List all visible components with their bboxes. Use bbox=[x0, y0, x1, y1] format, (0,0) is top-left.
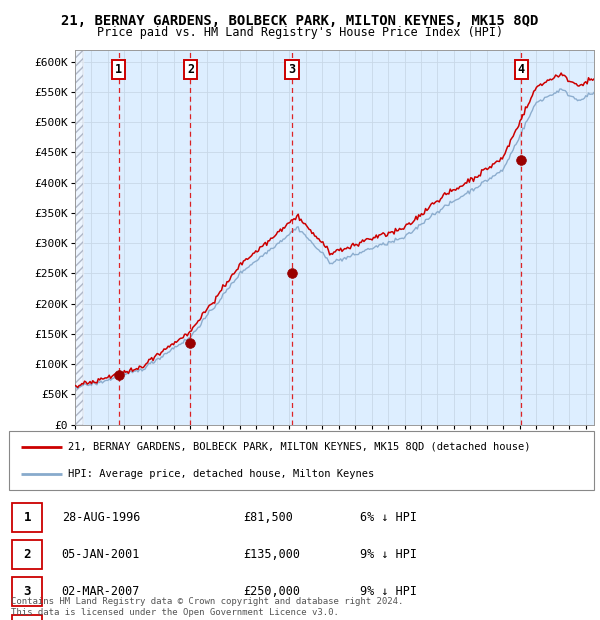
Text: 2: 2 bbox=[23, 548, 31, 561]
Text: 6% ↓ HPI: 6% ↓ HPI bbox=[360, 511, 417, 524]
Text: 3: 3 bbox=[289, 63, 296, 76]
FancyBboxPatch shape bbox=[12, 503, 43, 532]
Text: 2: 2 bbox=[187, 63, 194, 76]
Text: Contains HM Land Registry data © Crown copyright and database right 2024.
This d: Contains HM Land Registry data © Crown c… bbox=[11, 598, 403, 617]
Text: 3: 3 bbox=[23, 585, 31, 598]
Text: 21, BERNAY GARDENS, BOLBECK PARK, MILTON KEYNES, MK15 8QD (detached house): 21, BERNAY GARDENS, BOLBECK PARK, MILTON… bbox=[67, 442, 530, 452]
Text: HPI: Average price, detached house, Milton Keynes: HPI: Average price, detached house, Milt… bbox=[67, 469, 374, 479]
FancyBboxPatch shape bbox=[12, 577, 43, 606]
Text: 1: 1 bbox=[115, 63, 122, 76]
Text: Price paid vs. HM Land Registry's House Price Index (HPI): Price paid vs. HM Land Registry's House … bbox=[97, 26, 503, 39]
Text: 02-MAR-2007: 02-MAR-2007 bbox=[62, 585, 140, 598]
Text: 9% ↓ HPI: 9% ↓ HPI bbox=[360, 585, 417, 598]
FancyBboxPatch shape bbox=[9, 431, 594, 490]
Text: 21, BERNAY GARDENS, BOLBECK PARK, MILTON KEYNES, MK15 8QD: 21, BERNAY GARDENS, BOLBECK PARK, MILTON… bbox=[61, 14, 539, 28]
FancyBboxPatch shape bbox=[12, 614, 43, 620]
Text: £81,500: £81,500 bbox=[243, 511, 293, 524]
Text: 05-JAN-2001: 05-JAN-2001 bbox=[62, 548, 140, 561]
Text: £250,000: £250,000 bbox=[243, 585, 300, 598]
Text: £135,000: £135,000 bbox=[243, 548, 300, 561]
Text: 1: 1 bbox=[23, 511, 31, 524]
Text: 28-AUG-1996: 28-AUG-1996 bbox=[62, 511, 140, 524]
FancyBboxPatch shape bbox=[12, 540, 43, 569]
Text: 9% ↓ HPI: 9% ↓ HPI bbox=[360, 548, 417, 561]
Text: 4: 4 bbox=[518, 63, 525, 76]
